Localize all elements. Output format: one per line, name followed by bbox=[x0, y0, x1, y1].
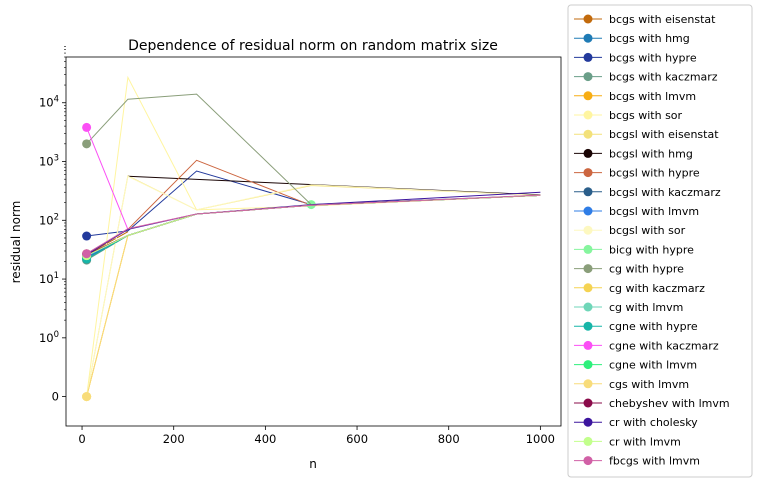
legend-label: bicg with hypre bbox=[609, 243, 694, 256]
legend-item: bicg with hypre bbox=[574, 243, 694, 256]
legend-label: bcgs with hypre bbox=[609, 51, 697, 64]
legend-label: bcgs with eisenstat bbox=[609, 13, 716, 26]
legend-label: cgne with lmvm bbox=[609, 359, 697, 372]
legend-label: chebyshev with lmvm bbox=[609, 397, 730, 410]
legend-label: bcgsl with hmg bbox=[609, 147, 693, 160]
series-line bbox=[86, 175, 541, 397]
legend-box bbox=[567, 4, 753, 478]
legend-marker bbox=[583, 206, 593, 216]
legend-item: cgne with lmvm bbox=[574, 359, 697, 372]
legend-label: bcgsl with sor bbox=[609, 224, 686, 237]
x-tick-label: 600 bbox=[346, 432, 368, 446]
series-marker bbox=[82, 139, 92, 149]
legend-label: bcgsl with hypre bbox=[609, 167, 700, 180]
series-marker bbox=[82, 122, 92, 132]
legend-label: cg with lmvm bbox=[609, 301, 683, 314]
legend-marker bbox=[583, 110, 593, 120]
legend-label: bcgs with kaczmarz bbox=[609, 71, 718, 84]
legend-marker bbox=[583, 225, 593, 235]
legend-marker bbox=[583, 14, 593, 24]
legend-item: bcgsl with sor bbox=[574, 224, 686, 237]
legend-marker bbox=[583, 91, 593, 101]
legend-item: cg with hypre bbox=[574, 263, 684, 276]
legend-marker bbox=[583, 436, 593, 446]
legend-marker bbox=[583, 456, 593, 466]
legend-item: bcgsl with kaczmarz bbox=[574, 186, 721, 199]
legend-label: bcgsl with kaczmarz bbox=[609, 186, 721, 199]
series-marker bbox=[82, 249, 92, 259]
legend-label: cgne with kaczmarz bbox=[609, 339, 719, 352]
x-tick-label: 400 bbox=[254, 432, 276, 446]
legend-label: bcgs with lmvm bbox=[609, 90, 696, 103]
legend-item: cr with lmvm bbox=[574, 435, 681, 448]
legend-marker bbox=[583, 321, 593, 331]
legend-marker bbox=[583, 129, 593, 139]
legend-item: bcgs with kaczmarz bbox=[574, 71, 718, 84]
legend-marker bbox=[583, 340, 593, 350]
legend-marker bbox=[583, 379, 593, 389]
legend-item: cgne with kaczmarz bbox=[574, 339, 719, 352]
x-tick-label: 0 bbox=[78, 432, 85, 446]
legend-marker bbox=[583, 360, 593, 370]
legend-label: bcgsl with eisenstat bbox=[609, 128, 719, 141]
legend-label: cr with lmvm bbox=[609, 435, 681, 448]
legend-item: fbcgs with lmvm bbox=[574, 455, 700, 468]
x-tick-label: 1000 bbox=[526, 432, 555, 446]
series-marker bbox=[82, 392, 92, 402]
legend-item: bcgsl with hmg bbox=[574, 147, 693, 160]
y-tick-label: 0 bbox=[52, 390, 59, 404]
legend-label: bcgs with sor bbox=[609, 109, 683, 122]
legend-item: cr with cholesky bbox=[574, 416, 698, 429]
legend-item: cg with lmvm bbox=[574, 301, 683, 314]
legend-item: cgs with lmvm bbox=[574, 378, 689, 391]
legend-marker bbox=[583, 398, 593, 408]
legend-label: cg with kaczmarz bbox=[609, 282, 705, 295]
legend-marker bbox=[583, 283, 593, 293]
x-tick-label: 800 bbox=[438, 432, 460, 446]
series-line bbox=[86, 194, 541, 255]
legend-marker bbox=[583, 264, 593, 274]
legend-label: cr with cholesky bbox=[609, 416, 698, 429]
y-axis-label: residual norm bbox=[9, 201, 23, 284]
legend-label: fbcgs with lmvm bbox=[609, 455, 700, 468]
legend-marker bbox=[583, 52, 593, 62]
legend-marker bbox=[583, 244, 593, 254]
series-marker bbox=[82, 231, 92, 241]
legend-label: cg with hypre bbox=[609, 263, 684, 276]
legend-marker bbox=[583, 187, 593, 197]
legend-item: bcgs with eisenstat bbox=[574, 13, 716, 26]
legend-marker bbox=[583, 72, 593, 82]
legend-label: bcgsl with lmvm bbox=[609, 205, 699, 218]
legend-item: bcgs with sor bbox=[574, 109, 683, 122]
legend-item: bcgs with lmvm bbox=[574, 90, 696, 103]
series-line bbox=[86, 93, 312, 205]
legend-label: bcgs with hmg bbox=[609, 32, 690, 45]
legend-item: cg with kaczmarz bbox=[574, 282, 705, 295]
plot-frame bbox=[65, 56, 562, 427]
x-axis-label: n bbox=[309, 457, 317, 471]
legend-item: bcgs with hypre bbox=[574, 51, 697, 64]
legend-item: bcgsl with hypre bbox=[574, 167, 700, 180]
legend-marker bbox=[583, 168, 593, 178]
legend-label: cgs with lmvm bbox=[609, 378, 689, 391]
legend-item: bcgs with hmg bbox=[574, 32, 690, 45]
legend-item: bcgsl with lmvm bbox=[574, 205, 699, 218]
legend-item: bcgsl with eisenstat bbox=[574, 128, 719, 141]
legend-item: chebyshev with lmvm bbox=[574, 397, 730, 410]
legend-marker bbox=[583, 417, 593, 427]
x-tick-label: 200 bbox=[163, 432, 185, 446]
legend-item: cgne with hypre bbox=[574, 320, 698, 333]
legend: bcgs with eisenstat bcgs with hmg bcgs wit… bbox=[567, 4, 753, 478]
series-line bbox=[86, 127, 129, 230]
legend-label: cgne with hypre bbox=[609, 320, 698, 333]
legend-marker bbox=[583, 302, 593, 312]
chart-title: Dependence of residual norm on random ma… bbox=[128, 38, 498, 54]
legend-marker bbox=[583, 148, 593, 158]
legend-marker bbox=[583, 33, 593, 43]
